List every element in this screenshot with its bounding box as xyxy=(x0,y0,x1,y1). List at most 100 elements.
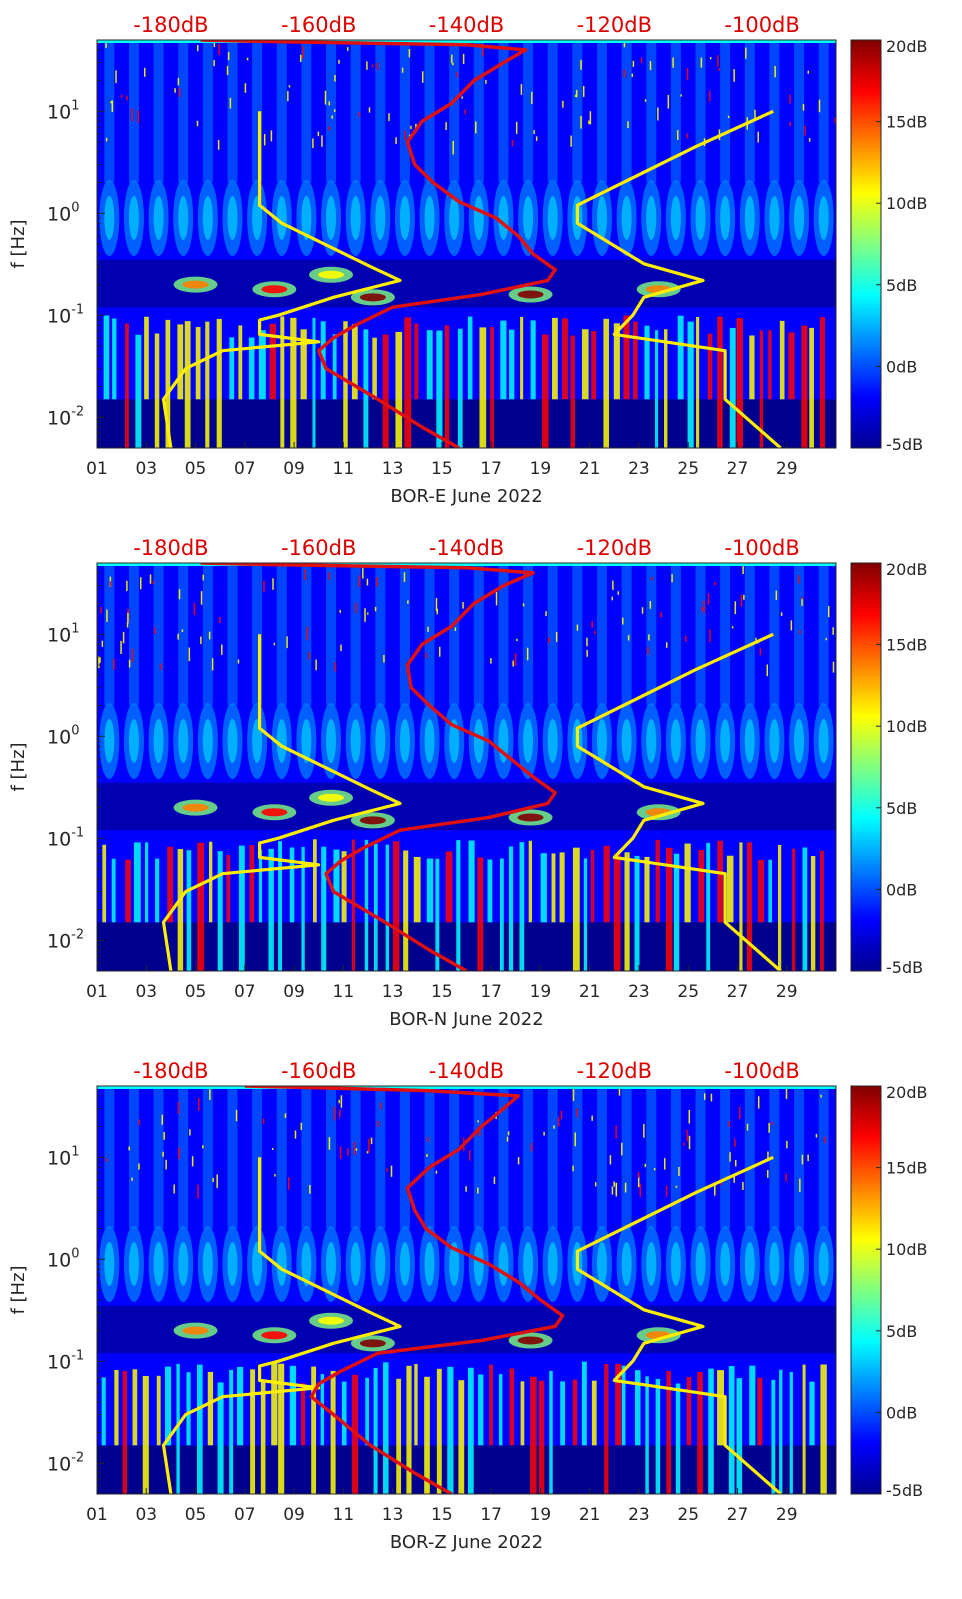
x-tick-label: 15 xyxy=(431,459,453,479)
nlnm-curve xyxy=(161,634,402,971)
median-psd-curve xyxy=(200,563,557,971)
colorbar-label: 15dB xyxy=(886,113,928,132)
y-axis-label: f [Hz] xyxy=(8,219,29,268)
x-tick-label: 25 xyxy=(677,982,699,1002)
y-tick-label: 10-1 xyxy=(47,302,84,327)
colorbar-label: -5dB xyxy=(886,435,923,454)
nlnm-curve xyxy=(161,1157,402,1494)
y-axis-label: f [Hz] xyxy=(8,742,29,791)
x-tick-label: 05 xyxy=(185,1505,207,1525)
x-tick-label: 19 xyxy=(530,1505,552,1525)
x-tick-label: 25 xyxy=(677,1505,699,1525)
chart-panel: 01 03 05 07 09 11 13 15 17 19 21 23 25 27 29 BOR-N June… xyxy=(8,536,928,1030)
x-tick-label: 21 xyxy=(579,982,601,1002)
y-tick-label: 10-1 xyxy=(47,1348,84,1373)
top-axis-db-label: -100dB xyxy=(724,13,799,37)
x-tick-label: 07 xyxy=(234,982,256,1002)
top-axis-db-label: -140dB xyxy=(429,536,504,560)
y-tick-label: 101 xyxy=(47,621,79,646)
y-axis-label: f [Hz] xyxy=(8,1265,29,1314)
colorbar-label: 5dB xyxy=(886,1322,917,1341)
top-axis-db-label: -160dB xyxy=(281,536,356,560)
x-tick-label: 05 xyxy=(185,982,207,1002)
top-axis-db-label: -160dB xyxy=(281,1059,356,1083)
x-tick-label: 29 xyxy=(776,982,798,1002)
colorbar xyxy=(850,39,882,449)
x-tick-label: 11 xyxy=(333,459,355,479)
spectrogram-image xyxy=(97,40,836,448)
x-tick-label: 17 xyxy=(480,982,502,1002)
top-axis-db-label: -180dB xyxy=(133,13,208,37)
colorbar-label: 15dB xyxy=(886,636,928,655)
x-tick-label: 23 xyxy=(628,459,650,479)
colorbar xyxy=(850,562,882,972)
chart-panel: 01 03 05 07 09 11 13 15 17 19 21 23 25 27 29 BOR-Z June… xyxy=(8,1059,928,1553)
y-tick-label: 10-2 xyxy=(47,1450,84,1475)
x-axis-label: BOR-Z June 2022 xyxy=(390,1532,543,1553)
colorbar-label: 0dB xyxy=(886,880,917,899)
colorbar-label: 5dB xyxy=(886,799,917,818)
x-tick-label: 17 xyxy=(480,1505,502,1525)
median-psd-curve xyxy=(200,40,557,448)
x-tick-label: 03 xyxy=(135,1505,157,1525)
x-tick-label: 09 xyxy=(283,1505,305,1525)
colorbar-label: 10dB xyxy=(886,1240,928,1259)
x-tick-label: 29 xyxy=(776,459,798,479)
y-tick-label: 101 xyxy=(47,1144,79,1169)
top-axis-db-label: -120dB xyxy=(577,536,652,560)
colorbar-label: 20dB xyxy=(886,560,928,579)
top-axis-db-label: -120dB xyxy=(577,1059,652,1083)
colorbar-label: 20dB xyxy=(886,1083,928,1102)
colorbar-label: 0dB xyxy=(886,1403,917,1422)
top-axis-db-label: -140dB xyxy=(429,13,504,37)
top-axis-db-label: -180dB xyxy=(133,536,208,560)
x-tick-label: 11 xyxy=(333,982,355,1002)
colorbar-label: -5dB xyxy=(886,958,923,977)
x-tick-label: 07 xyxy=(234,1505,256,1525)
top-axis-db-label: -160dB xyxy=(281,13,356,37)
nlnm-curve xyxy=(161,111,402,448)
colorbar-label: 15dB xyxy=(886,1159,928,1178)
y-tick-label: 100 xyxy=(47,200,79,225)
x-tick-label: 07 xyxy=(234,459,256,479)
x-tick-label: 29 xyxy=(776,1505,798,1525)
x-axis-label: BOR-N June 2022 xyxy=(389,1009,543,1030)
x-tick-label: 13 xyxy=(382,982,404,1002)
x-tick-label: 01 xyxy=(86,982,108,1002)
y-tick-label: 10-2 xyxy=(47,927,84,952)
spectrogram-image xyxy=(97,1086,836,1494)
x-tick-label: 15 xyxy=(431,982,453,1002)
x-tick-label: 21 xyxy=(579,459,601,479)
colorbar-label: 0dB xyxy=(886,357,917,376)
x-tick-label: 13 xyxy=(382,459,404,479)
x-tick-label: 11 xyxy=(333,1505,355,1525)
nhnm-curve xyxy=(575,1155,782,1494)
x-tick-label: 23 xyxy=(628,982,650,1002)
colorbar xyxy=(850,1085,882,1495)
colorbar-label: -5dB xyxy=(886,1481,923,1500)
y-tick-label: 100 xyxy=(47,723,79,748)
nhnm-curve xyxy=(575,632,782,971)
colorbar-label: 20dB xyxy=(886,37,928,56)
chart-panel: 01 03 05 07 09 11 13 15 17 19 21 23 25 27 29 BOR-E June… xyxy=(8,13,928,507)
x-tick-label: 19 xyxy=(530,459,552,479)
x-tick-label: 09 xyxy=(283,459,305,479)
colorbar-label: 10dB xyxy=(886,194,928,213)
x-tick-label: 27 xyxy=(727,459,749,479)
x-tick-label: 09 xyxy=(283,982,305,1002)
x-tick-label: 25 xyxy=(677,459,699,479)
x-tick-label: 23 xyxy=(628,1505,650,1525)
top-axis-db-label: -120dB xyxy=(577,13,652,37)
x-tick-label: 15 xyxy=(431,1505,453,1525)
x-tick-label: 19 xyxy=(530,982,552,1002)
top-axis-db-label: -140dB xyxy=(429,1059,504,1083)
x-axis-label: BOR-E June 2022 xyxy=(390,486,542,507)
x-tick-label: 17 xyxy=(480,459,502,479)
x-tick-label: 27 xyxy=(727,982,749,1002)
y-tick-label: 10-1 xyxy=(47,825,84,850)
top-axis-db-label: -180dB xyxy=(133,1059,208,1083)
top-axis-db-label: -100dB xyxy=(724,1059,799,1083)
x-tick-label: 03 xyxy=(135,982,157,1002)
x-tick-label: 03 xyxy=(135,459,157,479)
